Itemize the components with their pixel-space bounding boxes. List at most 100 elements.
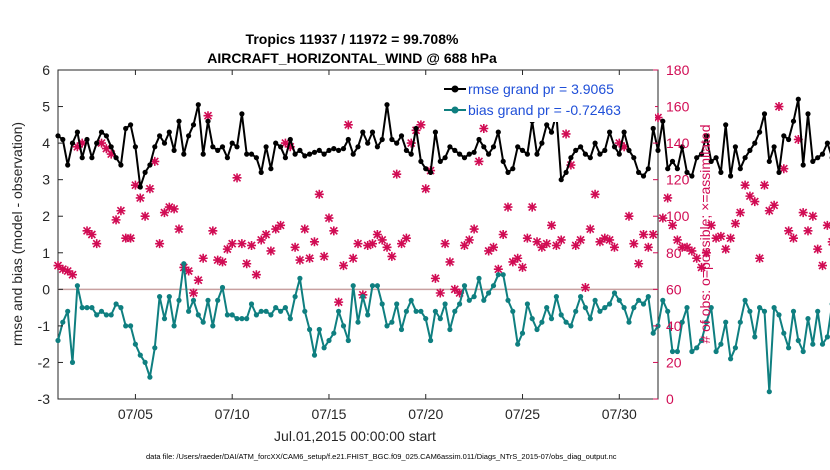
bias-series-point	[374, 283, 380, 289]
bias-series-point	[563, 319, 569, 325]
bias-series-point	[331, 330, 337, 336]
bias-series-point	[132, 341, 138, 347]
obs-count-marker	[784, 226, 794, 236]
rmse-series-point	[486, 151, 492, 157]
rmse-series-point	[815, 155, 821, 161]
obs-count-marker	[435, 288, 445, 298]
obs-count-marker	[484, 246, 494, 256]
bias-series-point	[258, 308, 264, 314]
obs-count-marker	[605, 235, 615, 245]
obs-count-marker	[106, 149, 116, 159]
bias-series-point	[268, 312, 274, 318]
obs-count-marker	[764, 206, 774, 216]
rmse-series-point	[79, 155, 85, 161]
rmse-series-point	[374, 144, 380, 150]
obs-count-marker	[638, 230, 648, 239]
bias-series-point	[737, 319, 743, 325]
obs-count-marker	[643, 242, 653, 252]
obs-count-marker	[508, 257, 518, 267]
rmse-series-point	[713, 155, 719, 161]
bias-series-point	[718, 341, 724, 347]
obs-count-marker	[266, 246, 276, 256]
rmse-series-point	[703, 133, 710, 139]
rmse-series-point	[418, 158, 424, 164]
rmse-series-point	[752, 140, 758, 146]
rmse-series-point	[152, 144, 158, 150]
obs-count-marker	[222, 244, 232, 254]
rmse-series-point	[142, 169, 148, 175]
obs-count-marker	[338, 261, 348, 271]
bias-series-point	[297, 275, 303, 281]
obs-count-marker	[547, 220, 557, 230]
rmse-series-point	[587, 155, 593, 161]
bias-series-point	[607, 301, 613, 307]
bias-series-point	[89, 305, 95, 311]
bias-series-point	[219, 284, 226, 291]
obs-count-marker	[348, 253, 358, 263]
rmse-series-point	[89, 155, 95, 161]
rmse-series-point	[224, 155, 230, 161]
y-tick-label: -3	[38, 391, 51, 407]
obs-count-marker	[774, 102, 784, 112]
obs-count-marker	[721, 244, 731, 254]
bias-series-point	[176, 297, 182, 303]
obs-count-marker	[808, 211, 818, 221]
rmse-series-point	[776, 169, 782, 175]
obs-count-marker	[368, 239, 378, 249]
rmse-series-point	[534, 151, 540, 157]
obs-count-marker	[779, 164, 789, 174]
bias-series-point	[234, 316, 240, 322]
obs-count-marker	[561, 129, 571, 139]
bias-series-point	[698, 337, 705, 344]
obs-count-marker	[595, 237, 605, 247]
rmse-series-point	[819, 151, 826, 157]
obs-count-marker	[701, 248, 711, 258]
rmse-series-point	[215, 147, 221, 153]
rmse-series-point	[403, 147, 409, 153]
rmse-series-point	[732, 144, 739, 150]
obs-count-marker	[406, 138, 416, 148]
x-tick-label: 07/15	[311, 406, 346, 422]
obs-count-marker	[653, 113, 663, 123]
rmse-series-point	[800, 162, 806, 168]
obs-count-marker	[174, 224, 184, 234]
bias-series-point	[215, 297, 221, 303]
bias-series-point	[128, 323, 134, 329]
bias-series-point	[292, 294, 298, 300]
rmse-series-point	[563, 169, 569, 175]
bias-series-point	[84, 305, 90, 311]
rmse-series-point	[128, 122, 134, 128]
bias-series-point	[573, 308, 579, 314]
rmse-series-point	[253, 155, 259, 161]
bias-series-point	[118, 305, 124, 311]
obs-count-marker	[159, 208, 169, 218]
obs-count-marker	[397, 239, 407, 249]
obs-count-marker	[305, 253, 315, 263]
rmse-series-point	[432, 129, 438, 135]
bias-series-point	[452, 308, 458, 314]
rmse-series-point	[515, 144, 521, 150]
obs-count-marker	[798, 208, 808, 218]
obs-count-marker	[377, 235, 387, 245]
bias-series-point	[568, 323, 574, 329]
obs-count-marker	[585, 224, 595, 234]
rmse-series-point	[331, 146, 337, 152]
rmse-series-point	[539, 140, 545, 146]
bias-series-point	[602, 305, 608, 311]
obs-count-marker	[518, 262, 528, 272]
bias-series-point	[761, 308, 768, 314]
bias-series-point	[800, 348, 806, 355]
bias-series-point	[781, 330, 787, 336]
bias-series-point	[660, 297, 666, 303]
rmse-series-point	[766, 158, 772, 164]
legend-rmse-marker	[451, 85, 459, 93]
legend-rmse-label: rmse grand pr = 3.9065	[468, 81, 614, 97]
rmse-series-point	[447, 144, 453, 150]
rmse-series-point	[273, 140, 279, 146]
y2-tick-label: 140	[666, 135, 690, 151]
obs-count-marker	[677, 242, 687, 252]
bias-series-point	[190, 297, 197, 303]
rmse-series-point	[282, 155, 288, 161]
rmse-series-point	[195, 102, 201, 108]
